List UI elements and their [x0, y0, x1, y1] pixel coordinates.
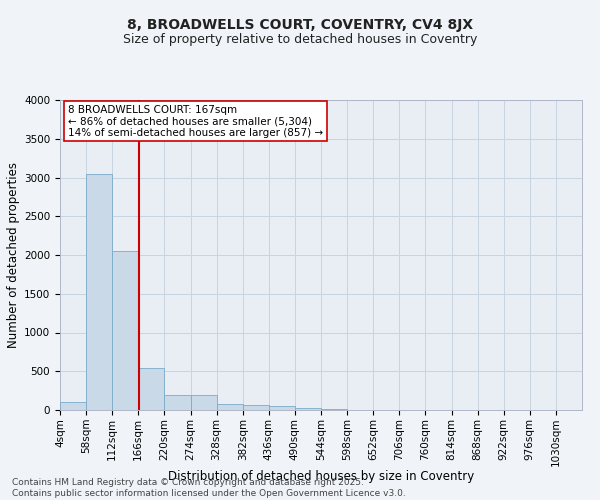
Bar	[269, 406, 295, 410]
Bar	[60, 402, 86, 410]
Text: Contains HM Land Registry data © Crown copyright and database right 2025.
Contai: Contains HM Land Registry data © Crown c…	[12, 478, 406, 498]
X-axis label: Distribution of detached houses by size in Coventry: Distribution of detached houses by size …	[168, 470, 474, 484]
Bar	[139, 368, 164, 410]
Bar	[321, 409, 347, 410]
Text: 8 BROADWELLS COURT: 167sqm
← 86% of detached houses are smaller (5,304)
14% of s: 8 BROADWELLS COURT: 167sqm ← 86% of deta…	[68, 104, 323, 138]
Bar	[295, 408, 321, 410]
Bar	[191, 396, 217, 410]
Bar	[217, 404, 242, 410]
Bar	[164, 396, 191, 410]
Bar	[242, 404, 269, 410]
Y-axis label: Number of detached properties: Number of detached properties	[7, 162, 20, 348]
Text: Size of property relative to detached houses in Coventry: Size of property relative to detached ho…	[123, 32, 477, 46]
Text: 8, BROADWELLS COURT, COVENTRY, CV4 8JX: 8, BROADWELLS COURT, COVENTRY, CV4 8JX	[127, 18, 473, 32]
Bar	[86, 174, 112, 410]
Bar	[112, 251, 139, 410]
